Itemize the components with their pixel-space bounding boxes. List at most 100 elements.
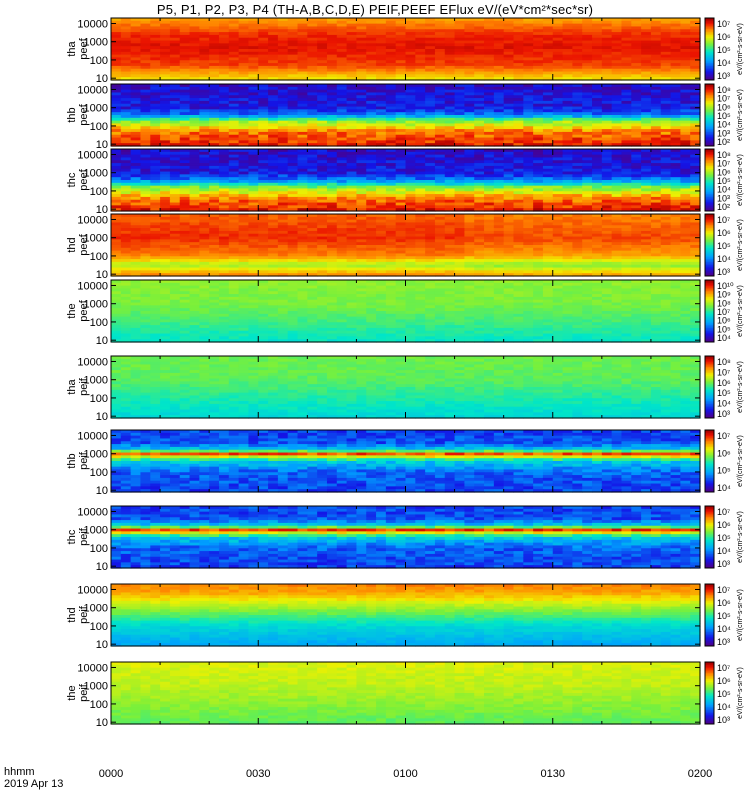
- heatmap-cell: [670, 112, 681, 116]
- heatmap-cell: [533, 100, 544, 105]
- heatmap-cell: [513, 54, 524, 59]
- heatmap-cell: [326, 26, 338, 30]
- heatmap-cell: [189, 49, 200, 53]
- heatmap-cell: [670, 177, 681, 181]
- heatmap-cell: [307, 225, 318, 229]
- heatmap-cell: [592, 165, 603, 170]
- heatmap-cell: [189, 131, 200, 136]
- heatmap-cell: [366, 165, 377, 170]
- heatmap-cell: [434, 37, 446, 42]
- heatmap-cell: [228, 202, 240, 206]
- heatmap-cell: [268, 49, 279, 53]
- heatmap-cell: [248, 230, 259, 235]
- heatmap-cell: [307, 160, 318, 164]
- heatmap-cell: [297, 163, 308, 167]
- heatmap-cell: [385, 149, 397, 153]
- heatmap-cell: [641, 43, 652, 47]
- heatmap-cell: [120, 202, 132, 206]
- heatmap-cell: [366, 214, 377, 218]
- heatmap-cell: [444, 225, 456, 229]
- heatmap-cell: [150, 143, 161, 147]
- heatmap-cell: [454, 103, 465, 108]
- heatmap-cell: [248, 23, 259, 28]
- heatmap-cell: [385, 168, 397, 173]
- heatmap-cell: [258, 71, 269, 75]
- heatmap-cell: [268, 43, 279, 47]
- heatmap-cell: [277, 95, 289, 99]
- heatmap-cell: [533, 54, 544, 59]
- heatmap-cell: [611, 180, 623, 184]
- heatmap-cell: [582, 100, 593, 105]
- heatmap-cell: [562, 123, 573, 127]
- heatmap-cell: [464, 163, 475, 167]
- heatmap-cell: [425, 185, 436, 190]
- heatmap-cell: [130, 182, 142, 187]
- heatmap-cell: [425, 120, 436, 125]
- heatmap-cell: [268, 65, 279, 70]
- heatmap-cell: [660, 149, 672, 153]
- heatmap-cell: [533, 171, 544, 175]
- heatmap-cell: [641, 46, 652, 50]
- heatmap-cell: [385, 84, 397, 88]
- heatmap-cell: [189, 37, 200, 42]
- heatmap-cell: [621, 182, 632, 187]
- heatmap-cell: [493, 194, 505, 198]
- heatmap-cell: [140, 225, 151, 229]
- heatmap-cell: [415, 180, 426, 184]
- heatmap-cell: [209, 168, 220, 173]
- heatmap-cell: [434, 236, 446, 240]
- heatmap-cell: [297, 123, 308, 127]
- heatmap-cell: [120, 154, 132, 159]
- heatmap-cell: [385, 40, 397, 44]
- heatmap-cell: [169, 68, 181, 73]
- colorbar-tick-label: 10⁵: [717, 111, 731, 121]
- heatmap-cell: [680, 126, 691, 130]
- heatmap-cell: [562, 49, 573, 53]
- heatmap-cell: [287, 140, 299, 144]
- heatmap-cell: [179, 51, 191, 56]
- heatmap-cell: [297, 208, 308, 212]
- heatmap-cell: [346, 171, 358, 175]
- heatmap-cell: [650, 222, 662, 226]
- heatmap-cell: [268, 137, 279, 141]
- heatmap-cell: [385, 182, 397, 187]
- heatmap-cell: [317, 100, 328, 105]
- heatmap-cell: [444, 65, 456, 70]
- heatmap-cell: [120, 245, 132, 249]
- heatmap-cell: [484, 228, 495, 232]
- heatmap-cell: [474, 20, 485, 25]
- heatmap-cell: [258, 46, 269, 50]
- heatmap-cell: [484, 60, 495, 64]
- heatmap-cell: [307, 18, 318, 22]
- heatmap-cell: [277, 216, 289, 221]
- heatmap-cell: [169, 60, 181, 64]
- heatmap-cell: [493, 188, 505, 192]
- heatmap-cell: [160, 63, 171, 67]
- heatmap-cell: [356, 54, 367, 59]
- heatmap-cell: [179, 26, 191, 30]
- heatmap-cell: [523, 63, 534, 67]
- heatmap-cell: [366, 20, 377, 25]
- heatmap-cell: [552, 65, 564, 70]
- heatmap-cell: [169, 65, 181, 70]
- heatmap-cell: [150, 54, 161, 59]
- heatmap-cell: [533, 71, 544, 75]
- heatmap-cell: [307, 191, 318, 195]
- heatmap-cell: [160, 40, 171, 44]
- heatmap-cell: [474, 34, 485, 39]
- heatmap-cell: [621, 92, 632, 96]
- heatmap-cell: [631, 180, 642, 184]
- heatmap-cell: [326, 23, 338, 28]
- heatmap-cell: [552, 149, 564, 153]
- heatmap-cell: [356, 174, 367, 178]
- heatmap-cell: [326, 57, 338, 61]
- heatmap-cell: [582, 68, 593, 73]
- heatmap-cell: [641, 216, 652, 221]
- heatmap-cell: [307, 233, 318, 238]
- heatmap-cell: [297, 242, 308, 246]
- heatmap-cell: [641, 68, 652, 73]
- heatmap-cell: [189, 126, 200, 130]
- heatmap-cell: [238, 137, 250, 141]
- heatmap-cell: [120, 222, 132, 226]
- heatmap-cell: [562, 20, 573, 25]
